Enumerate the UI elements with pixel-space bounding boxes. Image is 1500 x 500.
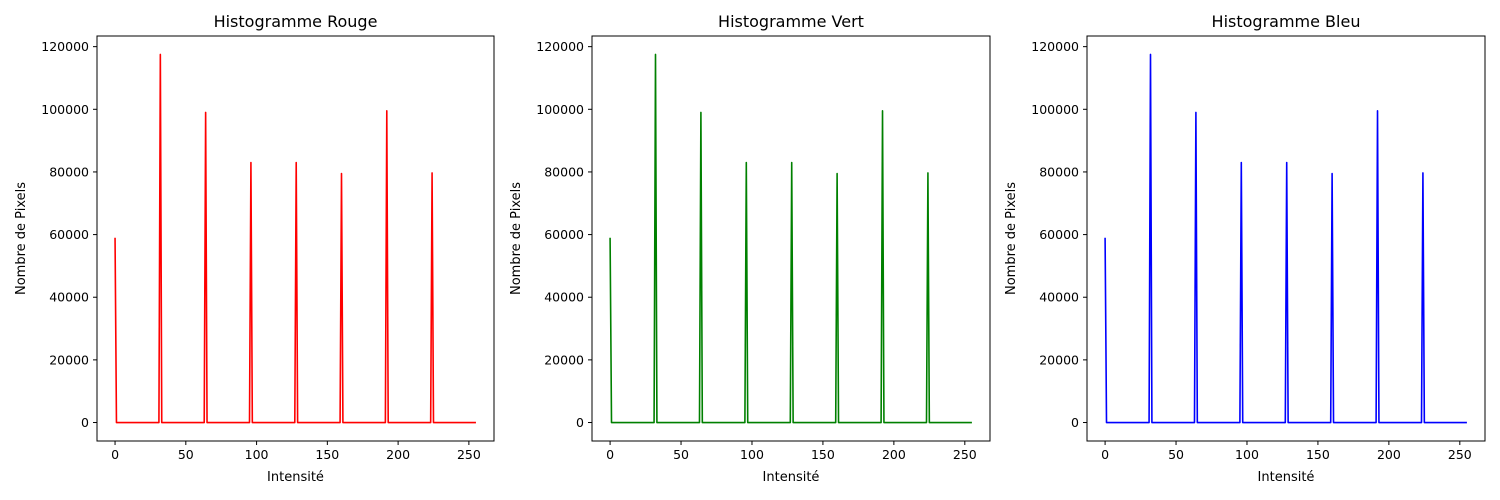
x-tick-label: 200 [386, 447, 410, 462]
y-tick-label: 0 [81, 415, 89, 430]
y-tick-label: 120000 [536, 39, 584, 54]
chart-title: Histogramme Bleu [1212, 12, 1361, 31]
x-tick-label: 0 [1101, 447, 1109, 462]
x-tick-label: 250 [457, 447, 481, 462]
x-tick-label: 100 [740, 447, 764, 462]
x-tick-label: 0 [606, 447, 614, 462]
y-tick-label: 40000 [544, 290, 584, 305]
y-axis-label: Nombre de Pixels [509, 182, 524, 295]
x-tick-label: 150 [1306, 447, 1330, 462]
x-tick-label: 150 [315, 447, 339, 462]
x-tick-label: 250 [953, 447, 977, 462]
y-tick-label: 100000 [1031, 102, 1079, 117]
y-tick-label: 20000 [49, 352, 89, 367]
y-axis-label: Nombre de Pixels [1004, 182, 1019, 295]
y-tick-label: 80000 [544, 164, 584, 179]
y-tick-label: 0 [1071, 415, 1079, 430]
x-tick-label: 200 [1377, 447, 1401, 462]
x-tick-label: 0 [111, 447, 119, 462]
chart-panel-0: 0 50 100 150 200 250 0 20000 40000 60000 80000 1000… [14, 12, 495, 485]
y-tick-label: 0 [576, 415, 584, 430]
y-tick-label: 120000 [1031, 39, 1079, 54]
plot-frame [1086, 35, 1486, 442]
x-tick-label: 100 [1235, 447, 1259, 462]
chart-title: Histogramme Vert [718, 12, 864, 31]
chart-title: Histogramme Rouge [214, 12, 378, 31]
series-line-0-0 [114, 53, 476, 424]
y-tick-label: 20000 [544, 352, 584, 367]
y-tick-label: 100000 [536, 102, 584, 117]
x-tick-label: 50 [673, 447, 689, 462]
x-tick-label: 50 [1168, 447, 1184, 462]
x-tick-label: 150 [811, 447, 835, 462]
x-axis-label: Intensité [763, 470, 820, 485]
chart-panel-2: 0 50 100 150 200 250 0 20000 40000 60000 80000 1000… [1004, 12, 1486, 485]
y-tick-label: 60000 [49, 227, 89, 242]
x-tick-label: 200 [882, 447, 906, 462]
y-tick-label: 80000 [49, 164, 89, 179]
x-axis-label: Intensité [1258, 470, 1315, 485]
x-tick-label: 250 [1448, 447, 1472, 462]
series-line-1-0 [609, 53, 972, 424]
chart-panel-1: 0 50 100 150 200 250 0 20000 40000 60000 80000 1000… [509, 12, 991, 485]
x-axis-label: Intensité [267, 470, 324, 485]
y-tick-label: 120000 [41, 39, 89, 54]
y-tick-label: 60000 [544, 227, 584, 242]
y-tick-label: 20000 [1039, 352, 1079, 367]
y-tick-label: 40000 [1039, 290, 1079, 305]
y-tick-label: 60000 [1039, 227, 1079, 242]
plot-frame [591, 35, 991, 442]
y-tick-label: 40000 [49, 290, 89, 305]
y-axis-label: Nombre de Pixels [14, 182, 29, 295]
x-tick-label: 50 [178, 447, 194, 462]
x-tick-label: 100 [245, 447, 269, 462]
y-tick-label: 80000 [1039, 164, 1079, 179]
series-line-2-0 [1104, 53, 1467, 424]
plot-frame [96, 35, 495, 442]
y-tick-label: 100000 [41, 102, 89, 117]
